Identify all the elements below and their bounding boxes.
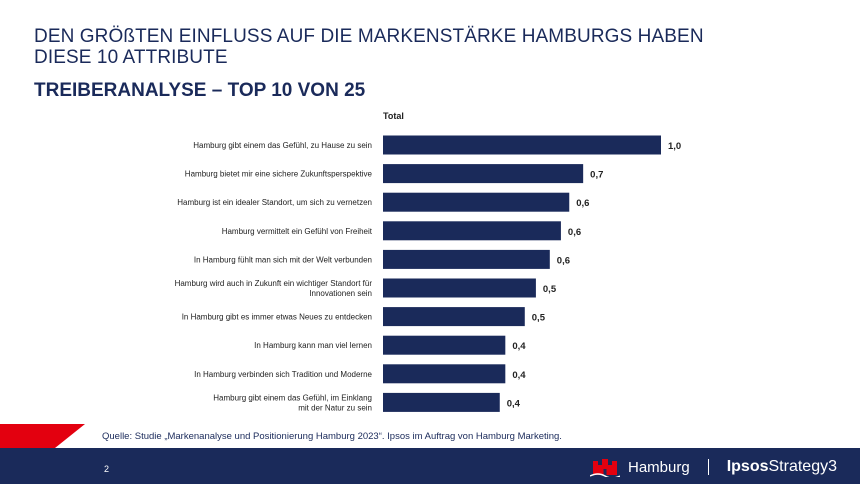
- value-label: 0,4: [507, 398, 521, 409]
- bar: [383, 278, 536, 298]
- page-title: DEN GRÖßTEN EINFLUSS AUF DIE MARKENSTÄRK…: [34, 26, 704, 68]
- category-label: Hamburg ist ein idealer Standort, um sic…: [177, 198, 372, 207]
- driver-bar-chart: Total 1,0 Hamburg gibt einem das Gefühl, z…: [175, 111, 682, 412]
- bar: [383, 364, 506, 384]
- series-header-total: Total: [383, 111, 404, 121]
- value-label: 0,7: [590, 170, 603, 181]
- category-label: In Hamburg kann man viel lernen: [254, 341, 372, 350]
- bar: [383, 192, 570, 212]
- bar: [383, 221, 561, 241]
- value-label: 0,5: [543, 284, 557, 295]
- value-label: 0,6: [557, 255, 570, 266]
- category-label: In Hamburg verbinden sich Tradition und …: [194, 370, 372, 379]
- category-label: Hamburg bietet mir eine sichere Zukunfts…: [185, 170, 373, 179]
- value-label: 0,6: [576, 198, 589, 209]
- category-label: In Hamburg fühlt man sich mit der Welt v…: [194, 255, 372, 264]
- bar: [383, 307, 525, 327]
- brand-logos: Hamburg IpsosStrategy3: [590, 456, 837, 478]
- category-label: Hamburg gibt einem das Gefühl, im Einkla…: [213, 393, 372, 412]
- brand-hamburg: Hamburg: [628, 458, 690, 476]
- bar: [383, 392, 500, 412]
- value-label: 0,4: [512, 341, 526, 352]
- brand-ipsos-strategy: IpsosStrategy3: [727, 458, 837, 476]
- value-label: 0,4: [512, 370, 526, 381]
- source-note: Quelle: Studie „Markenanalyse und Positi…: [102, 431, 562, 442]
- value-label: 1,0: [668, 141, 681, 152]
- footer-source-band: [55, 424, 860, 448]
- brand-ipsos: Ipsos: [726, 458, 769, 475]
- brand-divider: [707, 459, 709, 475]
- value-label: 0,6: [568, 227, 581, 238]
- category-label: Hamburg vermittelt ein Gefühl von Freihe…: [222, 227, 373, 236]
- page-number: 2: [104, 464, 110, 474]
- category-label: In Hamburg gibt es immer etwas Neues zu …: [182, 313, 372, 322]
- category-label: Hamburg wird auch in Zukunft ein wichtig…: [175, 279, 373, 298]
- bar: [383, 249, 550, 269]
- category-label: Hamburg gibt einem das Gefühl, zu Hause …: [193, 141, 372, 150]
- bar: [383, 164, 584, 184]
- hamburg-castle-icon: [590, 459, 620, 477]
- page-subtitle: TREIBERANALYSE – TOP 10 VON 25: [34, 80, 366, 101]
- bar: [383, 135, 661, 155]
- value-label: 0,5: [532, 313, 546, 324]
- bar: [383, 335, 506, 355]
- brand-strategy: Strategy3: [768, 458, 837, 475]
